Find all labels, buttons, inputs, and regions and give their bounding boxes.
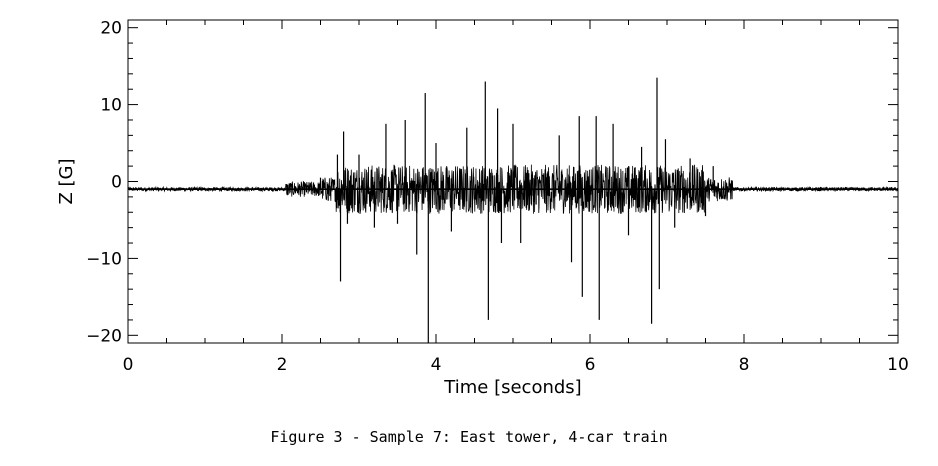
- x-tick-label: 2: [277, 355, 288, 375]
- axis-tick-labels-layer: 0 2 4 6 8 10 −20 −10 0 10 20: [86, 19, 909, 375]
- y-tick-label: 10: [100, 96, 122, 116]
- x-tick-label: 10: [887, 355, 909, 375]
- signal-series-layer: [127, 77, 899, 343]
- y-tick-label: 0: [111, 173, 122, 193]
- x-tick-label: 4: [431, 355, 442, 375]
- y-tick-label: −20: [86, 326, 122, 346]
- y-axis-title: Z [G]: [56, 158, 77, 204]
- y-tick-label: −10: [86, 249, 122, 269]
- axis-ticks-layer: [127, 20, 899, 343]
- x-axis-title: Time [seconds]: [443, 377, 581, 398]
- x-tick-label: 0: [123, 355, 134, 375]
- figure-caption: Figure 3 - Sample 7: East tower, 4-car t…: [270, 428, 668, 446]
- y-tick-label: 20: [100, 19, 122, 39]
- x-tick-label: 8: [739, 355, 750, 375]
- x-tick-label: 6: [585, 355, 596, 375]
